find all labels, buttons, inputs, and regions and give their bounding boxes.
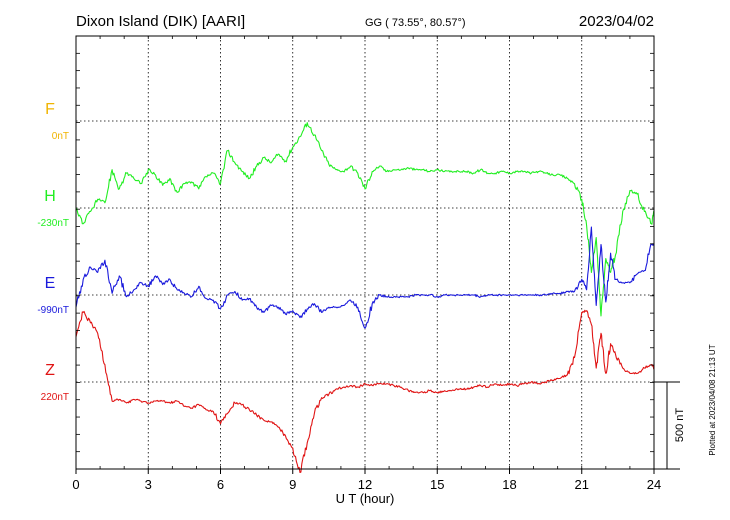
x-tick-label: 15 [430, 477, 444, 492]
plotted-note: Plotted at 2023/04/08 21:13 UT [708, 344, 717, 455]
x-tick-label: 9 [289, 477, 296, 492]
x-tick-label: 0 [72, 477, 79, 492]
series-lines [75, 122, 655, 474]
x-tick-label: 24 [647, 477, 661, 492]
baseline-label-e: -990nT [37, 305, 69, 316]
x-tick-label: 3 [145, 477, 152, 492]
scale-bar: 500 nT [654, 381, 686, 470]
series-labels: F 0nT H -230nT E -990nT Z 220nT [37, 101, 69, 403]
series-label-f: F [45, 101, 55, 118]
baseline-label-f: 0nT [52, 131, 69, 142]
x-axis-label: U T (hour) [336, 491, 395, 506]
grid [76, 36, 654, 469]
x-tick-label: 12 [358, 477, 372, 492]
series-line-z [75, 309, 655, 474]
series-line-h [75, 122, 655, 317]
series-label-h: H [44, 188, 56, 205]
x-tick-label: 21 [575, 477, 589, 492]
station-coords: GG ( 73.55°, 80.57°) [365, 17, 466, 29]
station-title: Dixon Island (DIK) [AARI] [76, 13, 245, 30]
x-axis-ticks: 0 3 6 9 12 15 18 21 24 [72, 36, 661, 492]
series-line-e [75, 226, 655, 329]
baseline-label-z: 220nT [41, 392, 69, 403]
plot-date: 2023/04/02 [579, 13, 654, 30]
x-tick-label: 6 [217, 477, 224, 492]
baseline-label-h: -230nT [37, 218, 69, 229]
x-tick-label: 18 [502, 477, 516, 492]
series-label-e: E [45, 275, 56, 292]
scale-bar-label: 500 nT [674, 408, 686, 443]
series-label-z: Z [45, 362, 55, 379]
